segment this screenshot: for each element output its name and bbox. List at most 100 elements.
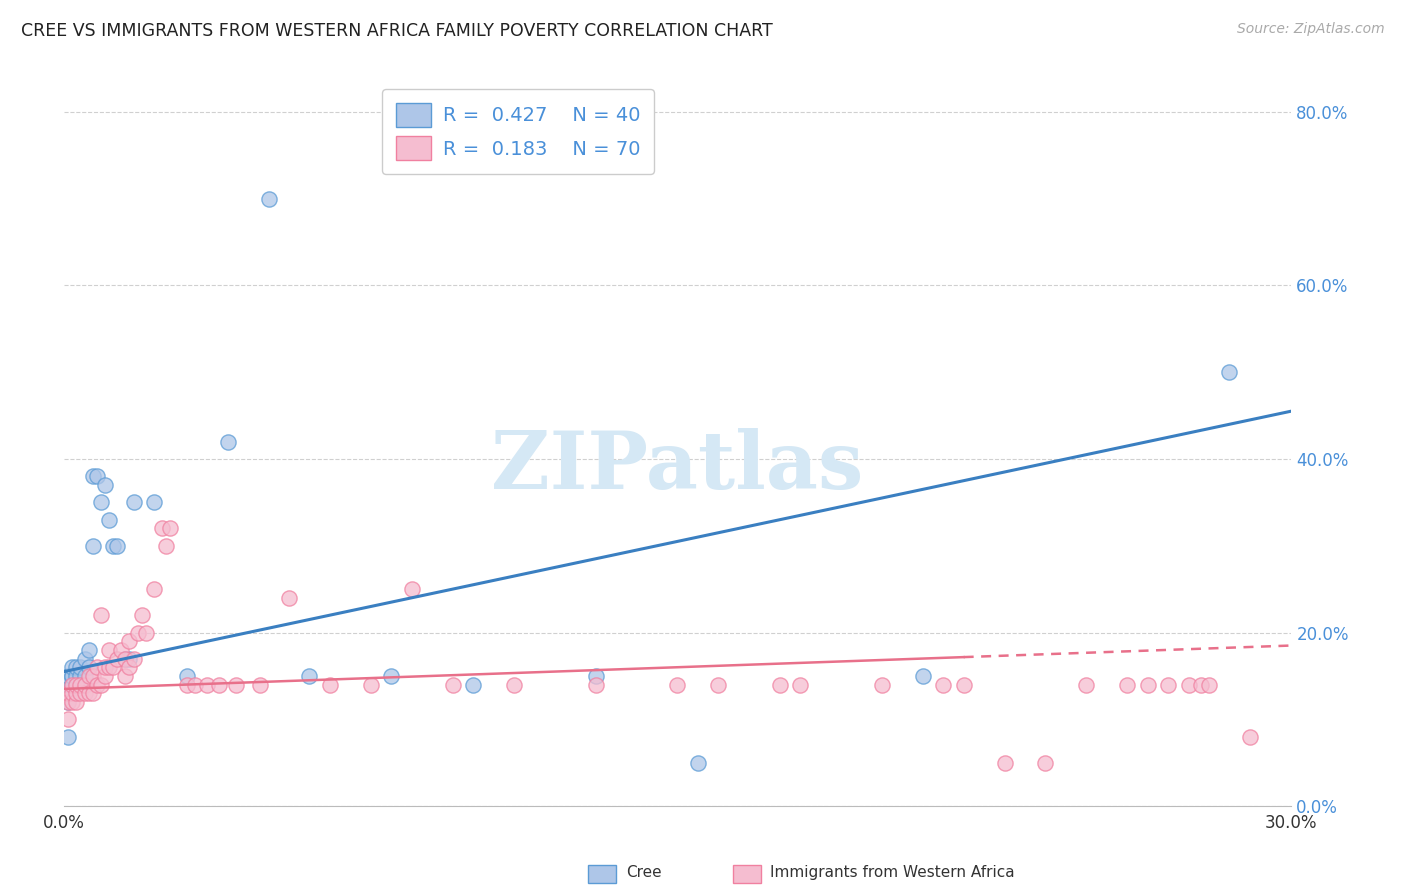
Legend: R =  0.427    N = 40, R =  0.183    N = 70: R = 0.427 N = 40, R = 0.183 N = 70 (382, 89, 654, 174)
Point (769, 677, 792, 691)
Point (90, 677, 112, 691)
Point (101, 539, 124, 553)
Point (69, 686, 91, 700)
Point (585, 669, 607, 683)
Point (56, 677, 79, 691)
Point (176, 677, 198, 691)
Point (94, 669, 117, 683)
Point (86, 660, 108, 674)
Point (77, 669, 100, 683)
Point (360, 677, 382, 691)
Point (441, 677, 464, 691)
Point (65, 695, 87, 709)
Point (94, 660, 117, 674)
Point (86, 677, 108, 691)
Point (911, 669, 934, 683)
Point (1136, 677, 1159, 691)
Point (69, 660, 91, 674)
Point (98, 643, 121, 657)
Text: Cree: Cree (626, 865, 661, 880)
Point (114, 651, 136, 665)
Point (105, 651, 128, 665)
Point (82, 669, 104, 683)
Point (1198, 677, 1220, 691)
Point (82, 539, 104, 553)
Point (257, 192, 280, 206)
Point (278, 591, 301, 605)
Point (65, 686, 87, 700)
Point (143, 495, 166, 509)
Text: ZIPatlas: ZIPatlas (491, 428, 863, 506)
Point (60, 677, 83, 691)
Point (105, 539, 128, 553)
Point (686, 756, 709, 770)
Point (114, 651, 136, 665)
Point (69, 677, 91, 691)
Point (60, 677, 83, 691)
Point (155, 539, 177, 553)
Point (86, 469, 108, 483)
Point (225, 677, 247, 691)
Point (73, 669, 96, 683)
Point (82, 469, 104, 483)
Point (114, 669, 136, 683)
Point (135, 625, 157, 640)
Point (1239, 730, 1261, 744)
Point (143, 582, 166, 596)
Point (90, 495, 112, 509)
Point (131, 608, 153, 623)
Point (77, 660, 100, 674)
Point (461, 677, 484, 691)
Text: Immigrants from Western Africa: Immigrants from Western Africa (770, 865, 1015, 880)
Point (176, 669, 198, 683)
Point (1189, 677, 1212, 691)
Point (1218, 365, 1240, 379)
Point (65, 669, 87, 683)
Point (98, 513, 121, 527)
Point (127, 625, 149, 640)
Point (380, 669, 402, 683)
Point (65, 677, 87, 691)
Point (150, 521, 173, 535)
Point (159, 521, 181, 535)
Point (77, 686, 100, 700)
Point (932, 677, 955, 691)
Point (56, 712, 79, 726)
Point (73, 686, 96, 700)
Point (319, 677, 342, 691)
Point (952, 677, 974, 691)
Point (56, 686, 79, 700)
Point (298, 669, 321, 683)
Point (1157, 677, 1180, 691)
Point (870, 677, 893, 691)
Point (195, 677, 218, 691)
Point (60, 669, 83, 683)
Text: CREE VS IMMIGRANTS FROM WESTERN AFRICA FAMILY POVERTY CORRELATION CHART: CREE VS IMMIGRANTS FROM WESTERN AFRICA F… (21, 22, 773, 40)
Point (118, 660, 141, 674)
Point (993, 756, 1015, 770)
Point (585, 677, 607, 691)
Point (1076, 677, 1098, 691)
Point (502, 677, 524, 691)
Point (122, 651, 145, 665)
Point (60, 669, 83, 683)
Point (69, 669, 91, 683)
Point (73, 677, 96, 691)
Point (94, 478, 117, 492)
Point (249, 677, 271, 691)
Point (56, 730, 79, 744)
Point (101, 660, 124, 674)
Point (1116, 677, 1139, 691)
Point (90, 608, 112, 623)
Point (65, 660, 87, 674)
Point (666, 677, 689, 691)
Point (56, 669, 79, 683)
Point (77, 643, 100, 657)
Point (122, 495, 145, 509)
Text: Source: ZipAtlas.com: Source: ZipAtlas.com (1237, 22, 1385, 37)
Point (401, 582, 423, 596)
Point (60, 686, 83, 700)
Point (56, 695, 79, 709)
Point (208, 677, 231, 691)
Point (110, 643, 132, 657)
